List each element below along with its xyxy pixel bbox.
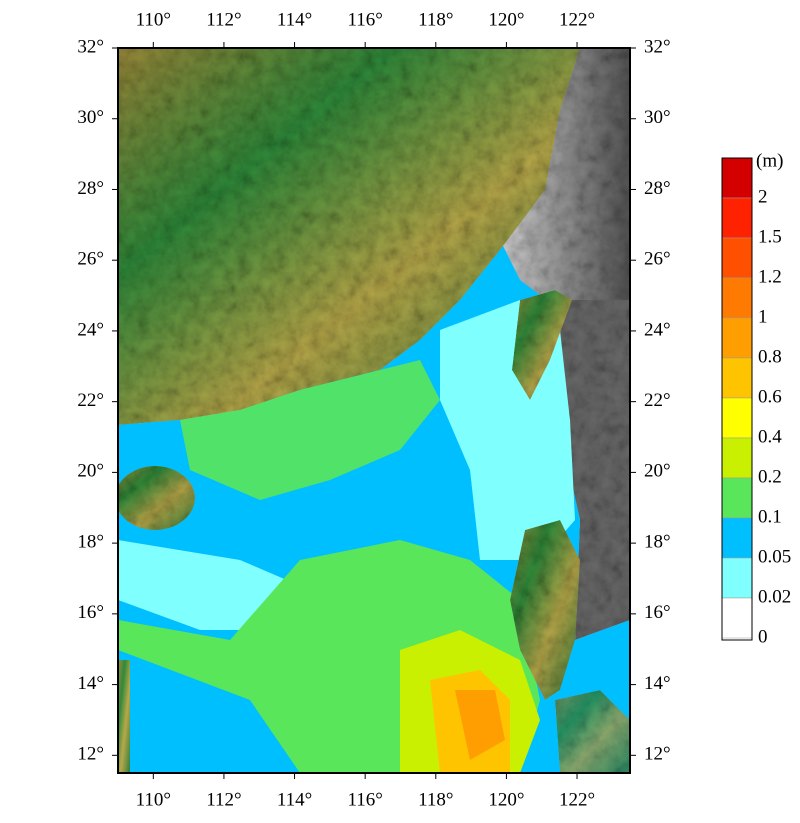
x-tick-label: 112°	[206, 789, 241, 810]
y-tick-label: 16°	[644, 602, 671, 623]
colorbar-label: 2	[758, 186, 768, 207]
y-tick-label: 26°	[644, 249, 671, 270]
x-tick-label: 118°	[418, 789, 453, 810]
colorbar-label: 0.8	[758, 346, 782, 367]
y-tick-label: 24°	[644, 319, 671, 340]
y-tick-label: 22°	[644, 390, 671, 411]
y-tick-label: 14°	[644, 673, 671, 694]
colorbar-label: 0	[758, 626, 768, 647]
y-tick-label: 12°	[644, 744, 671, 765]
colorbar-box	[721, 557, 753, 599]
y-tick-label: 14°	[77, 673, 104, 694]
colorbar-label: 0.1	[758, 506, 782, 527]
x-tick-label: 114°	[277, 9, 312, 30]
x-tick-label: 114°	[277, 789, 312, 810]
y-tick-label: 32°	[77, 36, 104, 57]
x-tick-label: 116°	[347, 789, 382, 810]
y-tick-label: 28°	[77, 178, 104, 199]
colorbar-box	[721, 237, 753, 279]
x-tick-label: 116°	[347, 9, 382, 30]
x-tick-label: 110°	[136, 9, 171, 30]
x-tick-label: 120°	[488, 789, 524, 810]
colorbar-box	[721, 517, 753, 559]
colorbar-box	[721, 477, 753, 519]
colorbar-box	[721, 437, 753, 479]
colorbar-label: 0.2	[758, 466, 782, 487]
x-tick-label: 112°	[206, 9, 241, 30]
colorbar-frame	[721, 157, 753, 641]
map-frame	[117, 47, 631, 774]
y-tick-label: 22°	[77, 390, 104, 411]
colorbar-unit: (m)	[756, 150, 783, 171]
colorbar-box	[721, 197, 753, 239]
colorbar-box	[721, 597, 753, 639]
colorbar-label: 1.2	[758, 266, 782, 287]
x-tick-label: 122°	[559, 9, 595, 30]
colorbar-label: 0.02	[758, 586, 791, 607]
x-tick-label: 118°	[418, 9, 453, 30]
colorbar-box	[721, 397, 753, 439]
colorbar-box	[721, 317, 753, 359]
y-tick-label: 18°	[644, 531, 671, 552]
y-tick-label: 18°	[77, 531, 104, 552]
y-tick-label: 24°	[77, 319, 104, 340]
x-tick-label: 122°	[559, 789, 595, 810]
colorbar-box	[721, 277, 753, 319]
colorbar-label: 0.4	[758, 426, 782, 447]
y-tick-label: 30°	[77, 107, 104, 128]
colorbar-label: 1	[758, 306, 768, 327]
colorbar-label: 0.05	[758, 546, 791, 567]
y-tick-label: 12°	[77, 744, 104, 765]
colorbar-box	[721, 157, 753, 199]
colorbar-label: 0.6	[758, 386, 782, 407]
y-tick-label: 26°	[77, 249, 104, 270]
y-tick-label: 30°	[644, 107, 671, 128]
colorbar-box	[721, 357, 753, 399]
x-tick-label: 120°	[488, 9, 524, 30]
x-tick-label: 110°	[136, 789, 171, 810]
y-tick-label: 20°	[77, 461, 104, 482]
y-tick-label: 28°	[644, 178, 671, 199]
y-tick-label: 32°	[644, 36, 671, 57]
y-tick-label: 20°	[644, 461, 671, 482]
map-area	[118, 48, 630, 773]
y-tick-label: 16°	[77, 602, 104, 623]
colorbar-label: 1.5	[758, 226, 782, 247]
